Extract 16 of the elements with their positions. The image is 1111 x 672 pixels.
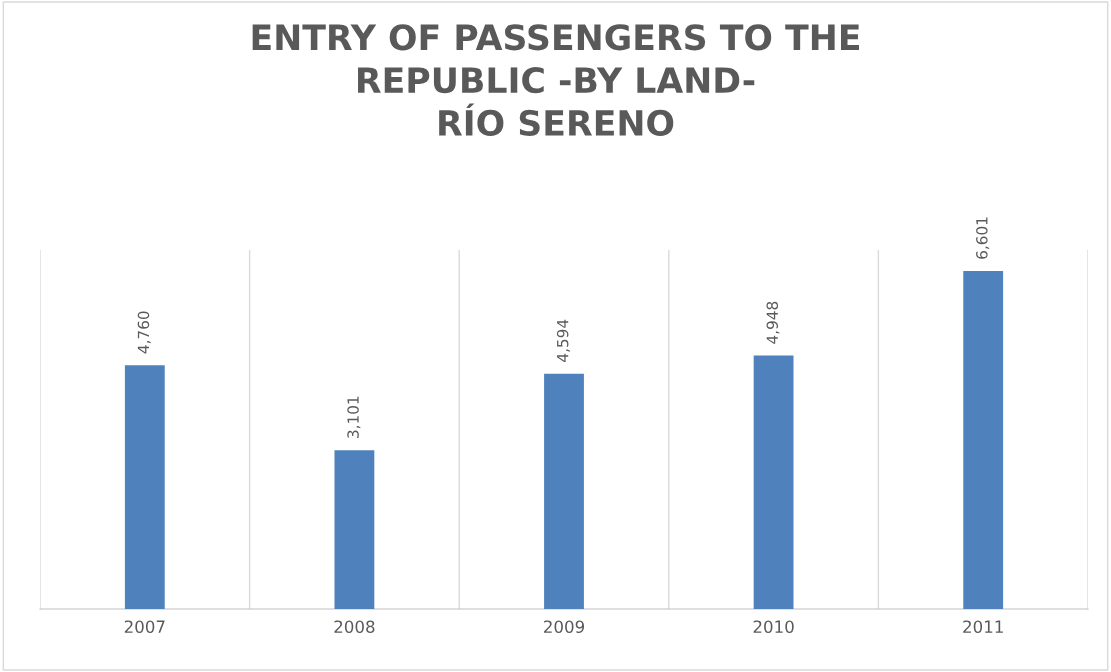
- x-tick-label: 2008: [334, 620, 375, 634]
- data-label: 3,101: [347, 396, 361, 438]
- x-tick-label: 2010: [753, 620, 794, 634]
- x-tick-label: 2009: [544, 620, 585, 634]
- bar: [124, 365, 165, 609]
- bar: [334, 450, 375, 609]
- data-label: 4,760: [137, 311, 151, 354]
- bar: [963, 270, 1004, 609]
- data-label: 4,948: [766, 301, 780, 344]
- bar: [544, 373, 584, 609]
- data-label: 4,594: [556, 319, 570, 362]
- chart-title: ENTRY OF PASSENGERS TO THE REPUBLIC -BY LAND- RÍO SERENO: [252, 24, 859, 137]
- bar: [753, 355, 794, 609]
- x-tick-label: 2011: [963, 620, 1003, 634]
- x-tick-label: 2007: [124, 620, 165, 634]
- data-label: 6,601: [976, 217, 990, 259]
